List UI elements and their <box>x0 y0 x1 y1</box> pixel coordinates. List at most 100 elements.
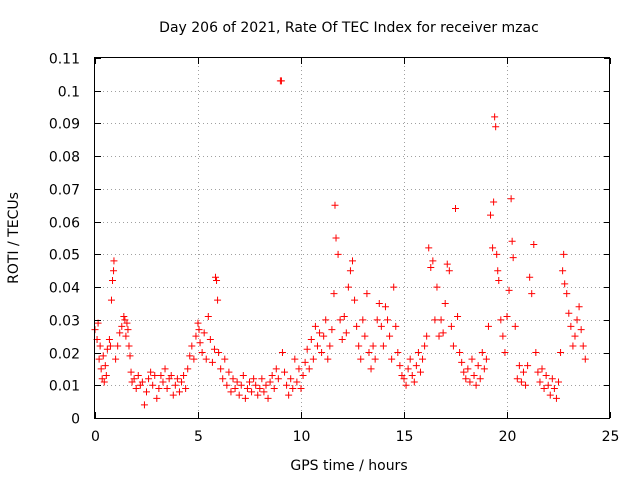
data-point <box>390 283 398 291</box>
data-point <box>365 349 373 357</box>
data-point <box>490 198 498 206</box>
data-point <box>331 201 339 209</box>
data-point <box>145 375 153 383</box>
data-point <box>202 355 210 363</box>
x-tick-label: 5 <box>194 429 203 445</box>
data-point <box>171 381 179 389</box>
data-point <box>441 299 449 307</box>
data-point <box>198 349 206 357</box>
data-point <box>318 349 326 357</box>
data-point <box>406 355 414 363</box>
data-point <box>567 322 575 330</box>
data-point <box>351 296 359 304</box>
data-point <box>404 365 412 373</box>
data-point <box>392 322 400 330</box>
data-point <box>258 375 266 383</box>
data-point <box>402 381 410 389</box>
data-point <box>369 342 377 350</box>
y-tick-label: 0.09 <box>49 117 80 133</box>
data-point <box>460 368 468 376</box>
data-point <box>468 355 476 363</box>
data-point <box>349 257 356 265</box>
data-point <box>127 368 135 376</box>
x-tick-label: 20 <box>499 429 517 445</box>
data-point <box>243 385 251 393</box>
data-point <box>452 205 459 213</box>
data-point <box>421 342 429 350</box>
data-point <box>157 371 165 379</box>
data-point <box>248 388 256 396</box>
y-tick-label: 0.03 <box>49 314 80 330</box>
data-point <box>489 244 497 252</box>
y-tick-label: 0.08 <box>49 150 80 166</box>
data-point <box>456 349 464 357</box>
y-tick-label: 0.06 <box>49 216 80 232</box>
data-point <box>260 388 268 396</box>
data-point <box>326 342 334 350</box>
data-point <box>143 388 150 396</box>
data-point <box>212 273 220 281</box>
data-point <box>575 303 583 311</box>
data-point <box>103 345 111 353</box>
data-point <box>445 267 453 275</box>
data-point <box>474 362 482 370</box>
data-point <box>330 290 338 298</box>
data-point <box>493 250 501 258</box>
data-point <box>167 371 175 379</box>
data-point <box>188 342 196 350</box>
data-point <box>217 365 225 373</box>
data-point <box>507 195 515 203</box>
data-point <box>151 371 159 379</box>
data-point <box>412 362 420 370</box>
data-point <box>454 313 462 321</box>
data-point <box>334 250 342 258</box>
data-point <box>555 378 562 386</box>
data-point <box>384 316 392 324</box>
data-point <box>501 349 509 357</box>
data-point <box>419 355 427 363</box>
data-point <box>186 352 194 360</box>
data-point <box>371 355 379 363</box>
data-point <box>305 365 313 373</box>
data-point <box>542 371 550 379</box>
y-tick-label: 0.05 <box>49 248 80 264</box>
data-point <box>414 349 422 357</box>
data-point <box>123 319 131 327</box>
x-tick-label: 25 <box>602 429 620 445</box>
y-tick-label: 0.1 <box>58 85 80 101</box>
data-point <box>182 385 190 393</box>
data-point <box>557 349 565 357</box>
data-point <box>344 283 352 291</box>
data-point <box>153 394 161 402</box>
data-point <box>499 332 507 340</box>
data-point <box>105 335 113 343</box>
data-point <box>388 355 396 363</box>
data-point <box>577 326 585 334</box>
data-point <box>400 375 408 383</box>
data-point <box>524 362 532 370</box>
data-point <box>336 316 344 324</box>
data-point <box>239 371 247 379</box>
data-point <box>223 381 231 389</box>
data-point <box>268 371 276 379</box>
data-point <box>100 378 108 386</box>
data-point <box>277 77 285 85</box>
data-point <box>449 342 457 350</box>
x-tick-label: 15 <box>396 429 414 445</box>
data-point <box>565 309 573 317</box>
data-point <box>462 375 470 383</box>
data-point <box>538 365 546 373</box>
data-point <box>138 378 146 386</box>
data-point <box>169 391 177 399</box>
data-point <box>375 299 383 307</box>
data-point <box>478 349 486 357</box>
data-point <box>435 332 443 340</box>
data-point <box>513 375 521 383</box>
data-point <box>297 385 305 393</box>
data-point <box>299 371 307 379</box>
data-point <box>252 381 260 389</box>
data-point <box>287 375 295 383</box>
data-point <box>363 290 371 298</box>
data-point <box>264 394 272 402</box>
